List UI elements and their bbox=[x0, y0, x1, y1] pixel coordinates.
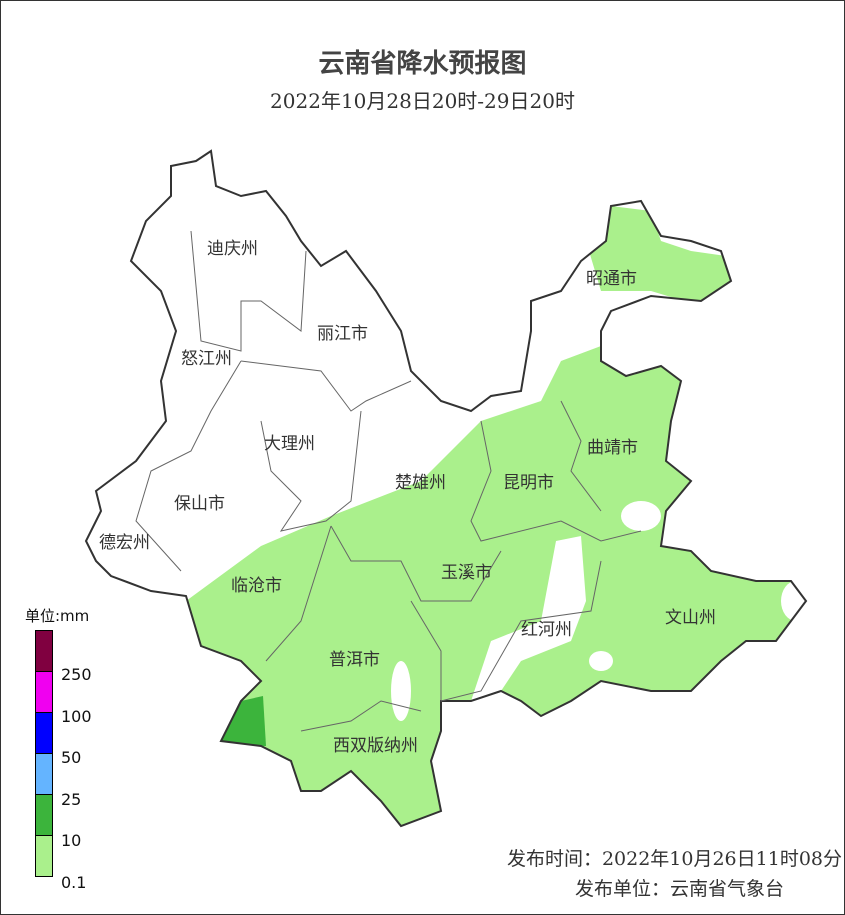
legend-label: 100 bbox=[61, 706, 92, 726]
rain-area-moderate bbox=[216, 696, 266, 746]
city-label: 文山州 bbox=[665, 608, 716, 628]
legend bbox=[35, 630, 53, 877]
issue-time: 发布时间：2022年10月26日11时08分 bbox=[506, 848, 842, 870]
legend-label: 10 bbox=[61, 831, 82, 850]
city-label: 临沧市 bbox=[231, 576, 282, 596]
legend-swatch bbox=[35, 835, 53, 877]
city-label: 丽江市 bbox=[317, 324, 368, 344]
city-label: 楚雄州 bbox=[395, 473, 446, 493]
legend-label: 50 bbox=[61, 748, 82, 767]
city-label: 迪庆州 bbox=[207, 239, 258, 259]
city-label: 普洱市 bbox=[329, 650, 380, 670]
city-labels: 迪庆州 丽江市 怒江州 大理州 保山市 德宏州 楚雄州 昆明市 曲靖市 昭通市 … bbox=[99, 239, 716, 756]
rain-area-light-zhaotong bbox=[586, 206, 731, 306]
city-label: 德宏州 bbox=[99, 533, 150, 553]
prefecture-borders bbox=[135, 230, 642, 732]
legend-swatch bbox=[35, 753, 53, 795]
city-label: 西双版纳州 bbox=[333, 736, 418, 756]
rain-area-light bbox=[186, 346, 806, 826]
dry-gap bbox=[621, 501, 661, 531]
map-title: 云南省降水预报图 bbox=[318, 49, 527, 79]
legend-swatch bbox=[35, 712, 53, 754]
legend-label: 250 bbox=[61, 665, 92, 684]
city-label: 大理州 bbox=[264, 434, 315, 454]
map-subtitle: 2022年10月28日20时-29日20时 bbox=[270, 89, 575, 113]
legend-title: 单位:mm bbox=[25, 607, 90, 625]
legend-swatch bbox=[35, 630, 53, 672]
city-label: 玉溪市 bbox=[441, 563, 492, 583]
city-label: 昆明市 bbox=[503, 473, 554, 493]
legend-swatch bbox=[35, 671, 53, 713]
city-label: 红河州 bbox=[521, 620, 572, 640]
dry-gap bbox=[589, 651, 613, 671]
legend-label: 0.1 bbox=[61, 872, 87, 892]
dry-gap bbox=[471, 536, 586, 701]
city-label: 保山市 bbox=[174, 494, 225, 514]
dry-gap bbox=[391, 661, 411, 721]
issue-unit: 发布单位：云南省气象台 bbox=[574, 878, 784, 900]
legend-swatch bbox=[35, 794, 53, 836]
city-label: 怒江州 bbox=[181, 349, 232, 369]
legend-label: 25 bbox=[61, 789, 82, 809]
city-label: 曲靖市 bbox=[587, 438, 638, 458]
city-label: 昭通市 bbox=[586, 269, 637, 289]
